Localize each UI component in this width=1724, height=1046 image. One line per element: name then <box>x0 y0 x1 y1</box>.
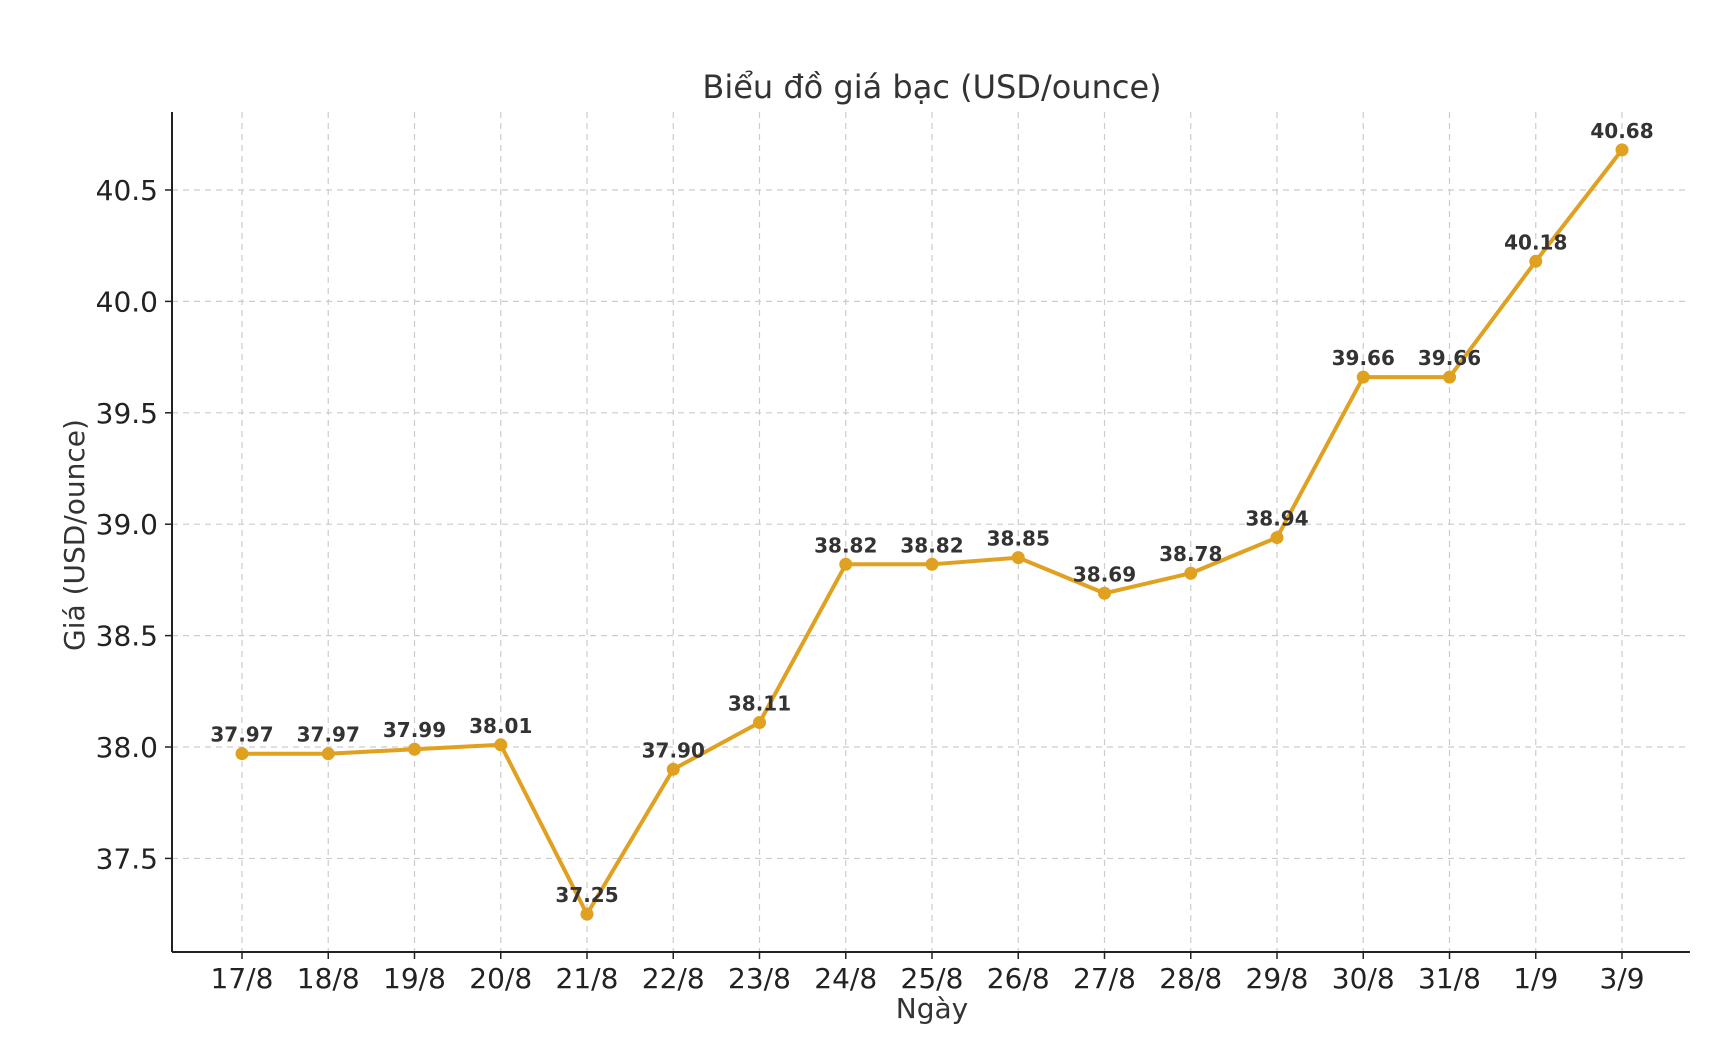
data-labels: 37.97 37.97 37.99 38.01 37.25 37.90 38.11 38.82… <box>210 119 1653 907</box>
x-axis-label: Ngày <box>896 992 968 1025</box>
data-point <box>1011 551 1025 565</box>
data-label: 37.97 <box>297 723 360 747</box>
data-point <box>925 557 939 571</box>
data-label: 38.82 <box>814 533 877 557</box>
data-label: 37.90 <box>642 738 705 762</box>
x-tick-label: 29/8 <box>1246 962 1309 995</box>
data-point <box>408 742 421 756</box>
y-tick-label: 39.5 <box>96 397 158 430</box>
y-tick-label: 38.5 <box>96 620 158 653</box>
x-tick-label: 25/8 <box>901 962 964 995</box>
x-tick-label: 24/8 <box>814 962 877 995</box>
grid-lines <box>172 112 1690 952</box>
x-tick-label: 21/8 <box>556 962 619 995</box>
y-tick-label: 40.5 <box>96 174 158 207</box>
data-label: 38.82 <box>900 533 963 557</box>
x-tick-label: 26/8 <box>987 962 1050 995</box>
x-tick-label: 17/8 <box>211 962 274 995</box>
data-point <box>753 716 766 730</box>
y-axis-label: Giá (USD/ounce) <box>58 419 91 651</box>
data-point <box>1529 254 1543 268</box>
data-label: 40.68 <box>1590 119 1653 143</box>
data-label: 38.94 <box>1245 507 1308 531</box>
y-tick-label: 40.0 <box>96 285 158 318</box>
y-tick-label: 39.0 <box>96 508 158 541</box>
data-point <box>235 747 249 761</box>
data-point <box>1443 370 1456 384</box>
data-label: 37.99 <box>383 718 446 742</box>
x-tick-label: 22/8 <box>642 962 705 995</box>
data-point <box>1184 566 1198 580</box>
data-point <box>494 738 508 752</box>
data-label: 38.11 <box>728 692 791 716</box>
x-tick-label: 19/8 <box>383 962 446 995</box>
data-label: 38.01 <box>469 714 532 738</box>
data-point <box>666 762 680 776</box>
x-tick-label: 3/9 <box>1599 962 1644 995</box>
chart-title: Biểu đồ giá bạc (USD/ounce) <box>702 68 1161 106</box>
data-point <box>1356 370 1370 384</box>
axes <box>165 112 1690 959</box>
data-label: 38.69 <box>1073 562 1136 586</box>
data-point <box>1615 143 1629 157</box>
data-point <box>321 747 335 761</box>
x-tick-label: 23/8 <box>728 962 791 995</box>
data-label: 40.18 <box>1504 230 1567 254</box>
data-point <box>580 907 594 921</box>
data-point <box>1270 531 1284 545</box>
data-label: 37.25 <box>555 883 618 907</box>
data-points <box>235 143 1629 921</box>
x-tick-label: 27/8 <box>1073 962 1136 995</box>
x-tick-label: 1/9 <box>1513 962 1558 995</box>
x-tick-label: 28/8 <box>1159 962 1222 995</box>
tick-labels: 17/8 18/8 19/8 20/8 21/8 22/8 23/8 24/8 25/8 26/8… <box>96 174 1645 995</box>
x-tick-label: 31/8 <box>1418 962 1481 995</box>
x-tick-label: 30/8 <box>1332 962 1395 995</box>
y-tick-label: 38.0 <box>96 731 158 764</box>
data-label: 37.97 <box>210 723 273 747</box>
data-point <box>1098 586 1111 600</box>
data-point <box>839 557 853 571</box>
x-tick-label: 18/8 <box>297 962 360 995</box>
y-tick-label: 37.5 <box>96 842 158 875</box>
data-label: 38.78 <box>1159 542 1222 566</box>
data-label: 39.66 <box>1332 346 1395 370</box>
x-tick-label: 20/8 <box>469 962 532 995</box>
data-label: 39.66 <box>1418 346 1481 370</box>
data-label: 38.85 <box>987 527 1050 551</box>
